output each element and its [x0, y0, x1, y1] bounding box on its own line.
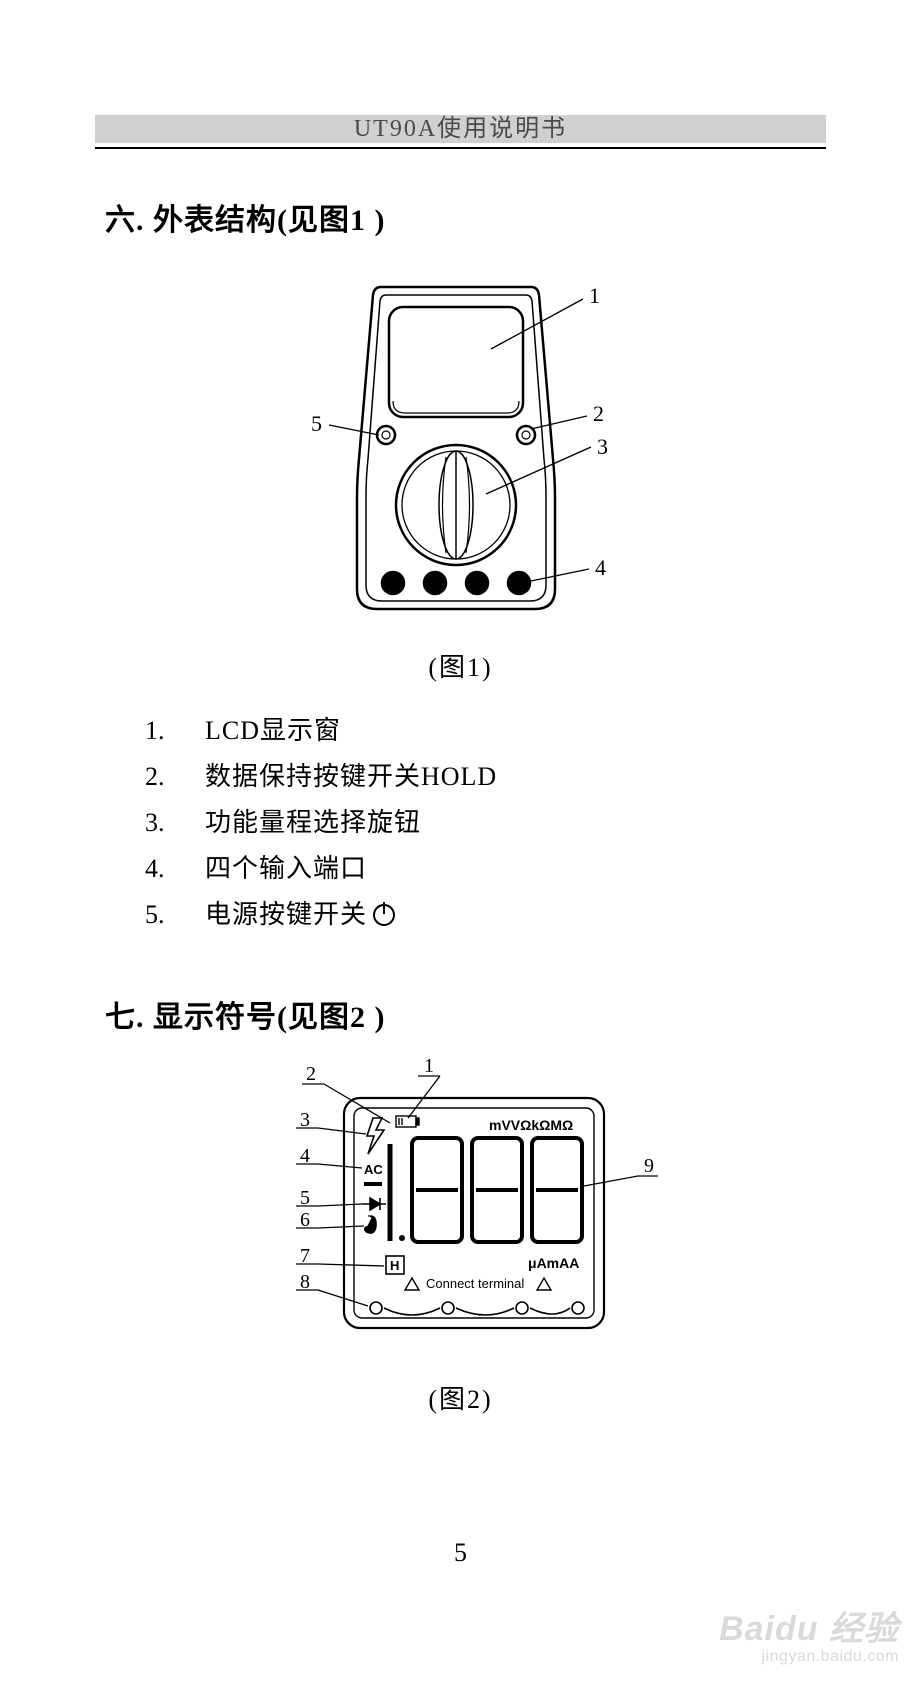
legend-item: 3. 功能量程选择旋钮: [145, 800, 826, 846]
fig2-label-4: 4: [300, 1145, 310, 1167]
figure-1-legend: 1. LCD显示窗 2. 数据保持按键开关HOLD 3. 功能量程选择旋钮 4.…: [145, 708, 826, 938]
legend-item: 1. LCD显示窗: [145, 708, 826, 754]
lcd-bottom-units: μAmAA: [528, 1255, 579, 1271]
figure-1-caption: (图1): [95, 647, 826, 684]
legend-number: 2.: [145, 754, 205, 800]
fig2-label-3: 3: [300, 1109, 310, 1131]
lcd-hold-label: H: [390, 1258, 399, 1273]
legend-text: 电源按键开关: [205, 892, 395, 938]
figure-2-caption: (图2): [95, 1379, 826, 1416]
watermark: Baidu 经验 jingyan.baidu.com: [719, 1611, 899, 1666]
fig2-label-8: 8: [300, 1271, 310, 1293]
legend-text: 数据保持按键开关HOLD: [205, 754, 497, 800]
legend-number: 4.: [145, 846, 205, 892]
figure-1: 1 2 3 4 5 (图1): [95, 279, 826, 684]
legend-number: 5.: [145, 892, 205, 938]
section-2-title: 七. 显示符号(见图2 ): [105, 992, 826, 1036]
section-1-title: 六. 外表结构(见图1 ): [105, 195, 826, 239]
watermark-sub: jingyan.baidu.com: [719, 1648, 899, 1666]
lcd-ac-label: AC: [364, 1162, 383, 1177]
legend-text: 四个输入端口: [205, 846, 367, 892]
lcd-connect-label: Connect terminal: [426, 1276, 524, 1291]
power-icon: [373, 904, 395, 926]
lcd-top-units: mVVΩkΩMΩ: [489, 1117, 573, 1133]
fig2-label-7: 7: [300, 1245, 310, 1267]
fig1-label-2: 2: [593, 401, 604, 426]
page: UT90A使用说明书 六. 外表结构(见图1 ): [0, 0, 921, 1416]
legend-item: 2. 数据保持按键开关HOLD: [145, 754, 826, 800]
fig2-label-6: 6: [300, 1209, 310, 1231]
figure-2: AC H mVVΩkΩMΩ μAmAA: [95, 1056, 826, 1416]
fig1-label-3: 3: [597, 434, 608, 459]
page-header-bar: UT90A使用说明书: [95, 115, 826, 143]
legend-item: 5. 电源按键开关: [145, 892, 826, 938]
page-number: 5: [454, 1538, 467, 1568]
legend-text: LCD显示窗: [205, 708, 341, 754]
fig2-label-2: 2: [306, 1063, 316, 1085]
watermark-main: Baidu 经验: [719, 1611, 899, 1648]
legend-number: 3.: [145, 800, 205, 846]
fig1-label-4: 4: [595, 555, 606, 580]
fig2-label-9: 9: [644, 1155, 654, 1177]
multimeter-diagram: 1 2 3 4 5: [251, 279, 671, 624]
legend-text: 功能量程选择旋钮: [205, 800, 421, 846]
legend-number: 1.: [145, 708, 205, 754]
legend-item: 4. 四个输入端口: [145, 846, 826, 892]
fig2-label-5: 5: [300, 1187, 310, 1209]
fig2-label-1: 1: [424, 1056, 434, 1077]
fig1-label-5: 5: [311, 411, 322, 436]
fig1-label-1: 1: [589, 283, 600, 308]
header-rule: [95, 147, 826, 149]
lcd-diagram: AC H mVVΩkΩMΩ μAmAA: [226, 1056, 696, 1356]
